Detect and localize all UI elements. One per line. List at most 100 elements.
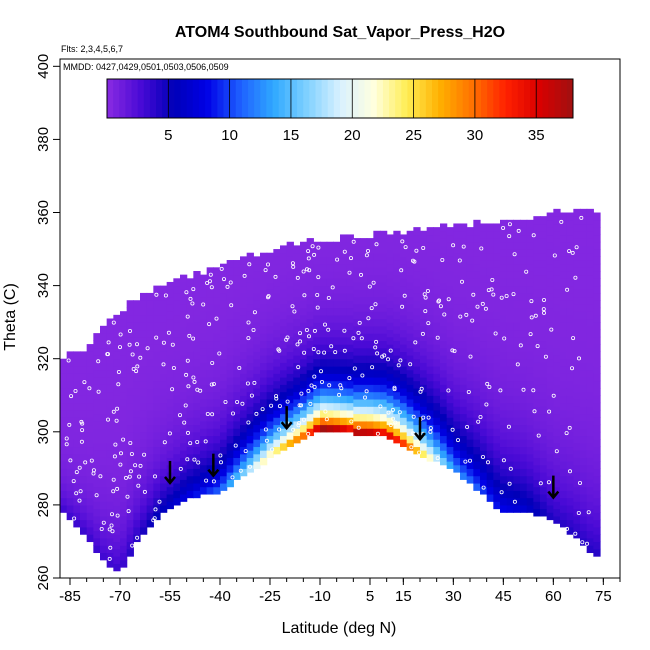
heatmap-cell <box>453 457 461 466</box>
heatmap-cell <box>140 512 148 521</box>
heatmap-cell <box>520 461 528 469</box>
heatmap-cell <box>593 541 601 550</box>
heatmap-cell <box>266 296 274 305</box>
heatmap-cell <box>593 256 601 265</box>
heatmap-cell <box>126 475 134 484</box>
heatmap-cell <box>260 391 268 400</box>
sample-point <box>230 475 235 480</box>
heatmap-cell <box>193 322 201 331</box>
heatmap-cell <box>73 402 81 411</box>
heatmap-cell <box>493 238 501 246</box>
heatmap-cell <box>93 435 101 444</box>
heatmap-cell <box>580 238 588 246</box>
heatmap-cell <box>560 241 568 250</box>
heatmap-cell <box>66 395 74 404</box>
colorbar-segment <box>487 79 494 118</box>
heatmap-cell <box>366 318 374 327</box>
heatmap-cell <box>433 446 441 455</box>
heatmap-cell <box>440 355 448 363</box>
heatmap-cell <box>546 307 554 316</box>
heatmap-cell <box>473 329 481 338</box>
heatmap-cell <box>406 340 414 349</box>
heatmap-cell <box>426 380 434 389</box>
heatmap-cell <box>160 468 168 477</box>
sample-point <box>316 245 321 250</box>
heatmap-cell <box>193 453 201 462</box>
sample-point <box>327 383 332 388</box>
heatmap-cell <box>246 376 254 385</box>
heatmap-cell <box>266 355 274 363</box>
sample-point <box>79 439 84 444</box>
colorbar-segment <box>327 79 335 118</box>
heatmap-cell <box>273 300 281 309</box>
heatmap-cell <box>493 355 501 363</box>
colorbar-segment <box>131 79 139 118</box>
heatmap-cell <box>493 406 501 415</box>
heatmap-cell <box>286 351 294 360</box>
heatmap-cell <box>80 351 88 360</box>
sample-point <box>185 314 190 319</box>
heatmap-cell <box>580 369 588 378</box>
heatmap-cell <box>413 373 421 382</box>
heatmap-cell <box>433 322 441 331</box>
heatmap-cell <box>366 281 374 290</box>
heatmap-cell <box>493 340 501 349</box>
heatmap-cell <box>393 376 401 385</box>
heatmap-cell <box>313 270 321 279</box>
sample-point <box>237 365 242 370</box>
heatmap-cell <box>480 420 488 429</box>
heatmap-cell <box>526 219 534 228</box>
heatmap-cell <box>380 428 388 437</box>
heatmap-cell <box>440 274 448 283</box>
heatmap-cell <box>560 322 568 331</box>
heatmap-cell <box>146 336 154 345</box>
heatmap-cell <box>246 428 254 437</box>
sample-point <box>425 288 430 293</box>
heatmap-cell <box>506 402 514 411</box>
heatmap-cell <box>220 314 228 323</box>
heatmap-cell <box>526 329 534 338</box>
heatmap-cell <box>546 219 554 228</box>
heatmap-cell <box>193 409 201 418</box>
heatmap-cell <box>580 362 588 371</box>
heatmap-cell <box>380 355 388 363</box>
heatmap-cell <box>73 439 81 448</box>
heatmap-cell <box>486 347 494 356</box>
heatmap-cell <box>140 387 148 396</box>
sample-point <box>304 267 309 272</box>
heatmap-cell <box>200 289 208 298</box>
heatmap-cell <box>400 387 408 396</box>
heatmap-cell <box>586 398 594 407</box>
heatmap-cell <box>320 263 328 272</box>
heatmap-cell <box>520 329 528 338</box>
heatmap-cell <box>133 424 141 433</box>
heatmap-cell <box>140 402 148 411</box>
heatmap-cell <box>286 424 294 433</box>
sample-point <box>187 333 192 338</box>
heatmap-cell <box>586 252 594 261</box>
heatmap-cell <box>420 333 428 342</box>
heatmap-cell <box>133 534 141 543</box>
heatmap-cell <box>106 420 114 429</box>
heatmap-cell <box>566 285 574 294</box>
heatmap-cell <box>513 366 521 374</box>
heatmap-cell <box>246 281 254 290</box>
sample-point <box>306 249 311 254</box>
colorbar-segment <box>192 79 200 118</box>
sample-point <box>195 387 200 392</box>
heatmap-cell <box>226 340 234 349</box>
heatmap-cell <box>193 380 201 389</box>
heatmap-cell <box>246 413 254 422</box>
heatmap-cell <box>520 490 528 499</box>
heatmap-cell <box>226 289 234 298</box>
sample-point <box>134 342 139 347</box>
heatmap-cell <box>266 376 274 385</box>
heatmap-cell <box>426 439 434 448</box>
heatmap-cell <box>400 395 408 404</box>
heatmap-cell <box>60 402 68 411</box>
heatmap-cell <box>73 468 81 477</box>
heatmap-cell <box>526 241 534 250</box>
heatmap-cell <box>206 333 214 342</box>
sample-point <box>290 304 295 309</box>
heatmap-cell <box>206 340 214 349</box>
